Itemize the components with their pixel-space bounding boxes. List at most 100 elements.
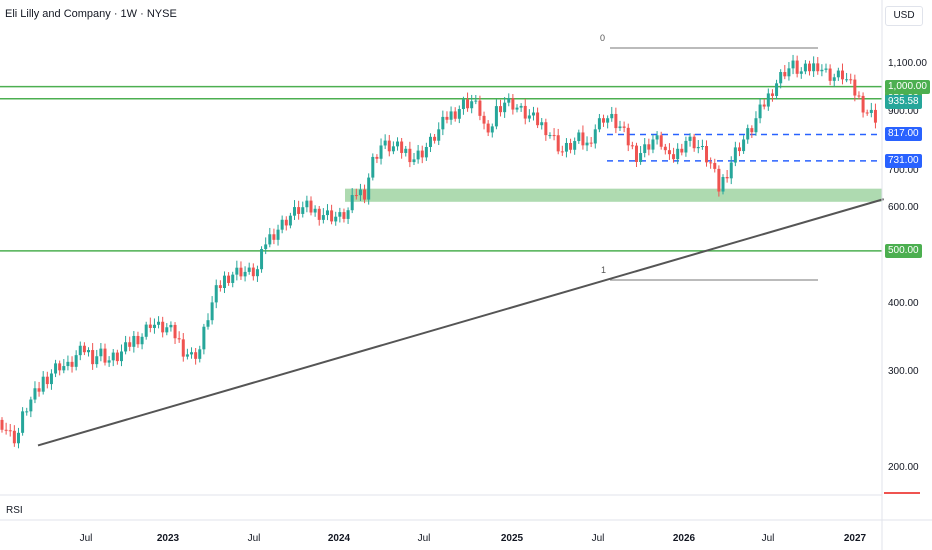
candle-body — [523, 105, 527, 119]
candle-body — [733, 147, 737, 163]
x-tick-label: 2025 — [500, 533, 524, 544]
candle-body — [684, 140, 688, 153]
candle-body — [445, 116, 449, 120]
candle-body — [651, 139, 655, 150]
candle-body — [816, 63, 820, 72]
currency-button[interactable]: USD — [885, 6, 923, 26]
candle-body — [824, 68, 828, 70]
candle-body — [486, 123, 490, 133]
candle-body — [140, 336, 144, 345]
candle-body — [354, 195, 358, 197]
candle-body — [861, 95, 865, 113]
candle-body — [614, 113, 618, 129]
candle-body — [358, 189, 362, 196]
candle-body — [610, 113, 614, 119]
candle-body — [836, 70, 840, 78]
candle-body — [317, 208, 321, 220]
candle-body — [412, 159, 416, 163]
candle-body — [239, 267, 243, 277]
candle-body — [74, 355, 78, 367]
candle-body — [8, 430, 12, 432]
candle-body — [655, 135, 659, 140]
rsi-label: RSI — [6, 505, 23, 516]
candle-body — [758, 104, 762, 119]
candle-body — [420, 150, 424, 158]
candle-body — [210, 302, 214, 321]
candle-body — [626, 127, 630, 146]
candle-body — [255, 269, 259, 277]
candle-body — [136, 335, 140, 345]
candle-body — [173, 324, 177, 339]
candle-body — [49, 373, 53, 385]
candle-body — [688, 136, 692, 141]
candle-body — [589, 142, 593, 144]
candle-body — [536, 112, 540, 126]
candle-body — [379, 145, 383, 159]
candle-body — [573, 141, 577, 150]
candle-body — [301, 207, 305, 214]
candle-body — [457, 109, 461, 119]
candle-body — [37, 388, 41, 392]
candle-body — [293, 207, 297, 216]
candle-body — [667, 150, 671, 155]
x-tick-label: 2026 — [672, 533, 696, 544]
candle-body — [70, 361, 74, 367]
y-tick-label: 600.00 — [888, 201, 919, 213]
candle-body — [404, 148, 408, 153]
fib-label: 1 — [601, 265, 607, 275]
candle-body — [391, 146, 395, 152]
candle-body — [873, 109, 877, 123]
candle-body — [791, 60, 795, 69]
candle-body — [540, 122, 544, 126]
candle-body — [775, 83, 779, 96]
candle-body — [157, 321, 161, 325]
candle-body — [564, 142, 568, 152]
candle-body — [779, 72, 783, 84]
candle-body — [511, 98, 515, 110]
candle-body — [45, 376, 49, 385]
candle-body — [202, 326, 206, 350]
candle-body — [342, 212, 346, 219]
candle-body — [29, 399, 33, 412]
candle-body — [783, 72, 787, 77]
level-price-tag: 1,000.00 — [885, 79, 930, 94]
x-tick-label: Jul — [761, 533, 775, 544]
candle-body — [428, 136, 432, 147]
candle-body — [54, 363, 58, 374]
candle-body — [470, 101, 474, 109]
candle-body — [148, 324, 152, 328]
candle-body — [268, 234, 272, 245]
candle-body — [103, 348, 107, 363]
candle-body — [260, 249, 264, 270]
x-tick-label: 2023 — [156, 533, 180, 544]
y-tick-label: 700.00 — [888, 165, 919, 177]
candle-body — [737, 147, 741, 152]
candle-body — [845, 79, 849, 81]
candle-body — [206, 320, 210, 327]
x-tick-label: Jul — [591, 533, 605, 544]
candle-body — [746, 128, 750, 140]
candle-body — [812, 63, 816, 72]
candle-body — [754, 118, 758, 133]
candle-body — [705, 146, 709, 163]
candle-body — [482, 115, 486, 124]
candle-body — [519, 105, 523, 108]
candle-body — [606, 118, 610, 123]
candle-body — [91, 350, 95, 365]
candle-body — [531, 112, 535, 116]
candle-body — [231, 274, 235, 283]
candle-body — [857, 95, 861, 97]
candle-body — [111, 352, 115, 361]
candle-body — [750, 128, 754, 133]
candle-body — [25, 411, 29, 413]
candle-body — [593, 129, 597, 144]
candle-body — [12, 430, 16, 444]
candle-body — [766, 93, 770, 107]
x-tick-label: Jul — [247, 533, 261, 544]
candle-body — [78, 345, 82, 356]
candle-body — [396, 141, 400, 147]
candle-body — [548, 135, 552, 137]
candle-body — [272, 234, 276, 240]
candle-body — [527, 115, 531, 119]
